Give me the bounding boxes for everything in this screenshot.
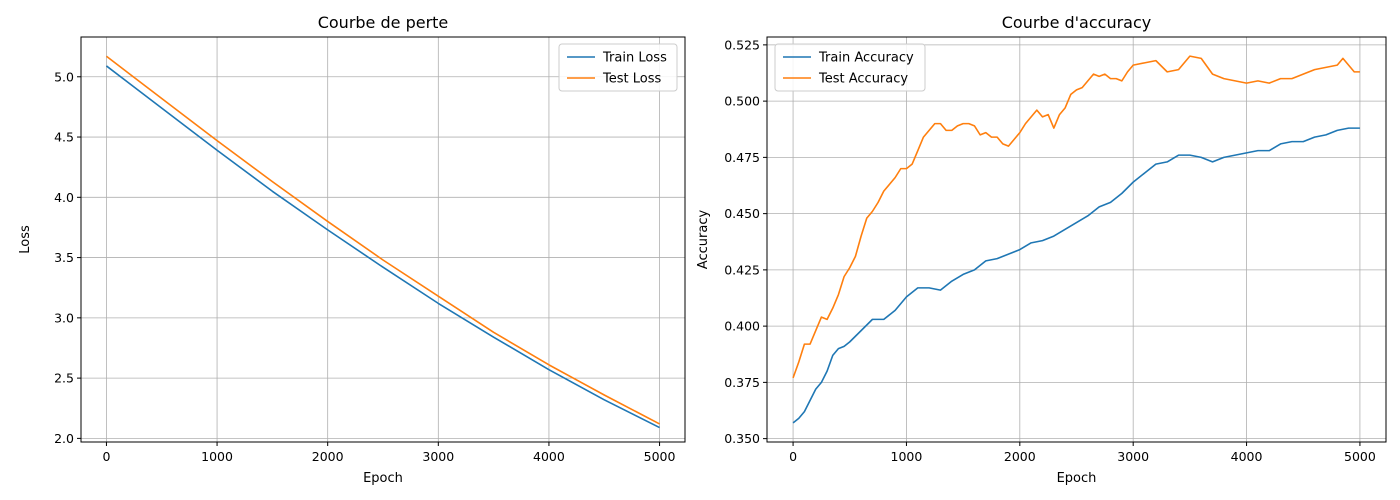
y-tick-label: 0.350 bbox=[724, 431, 760, 446]
chart-title: Courbe de perte bbox=[318, 13, 449, 32]
y-tick-label: 3.0 bbox=[54, 310, 74, 325]
series-line-test-loss bbox=[105, 55, 660, 425]
x-tick-label: 2000 bbox=[312, 449, 344, 464]
series-line-test-accuracy bbox=[792, 55, 1360, 379]
accuracy-chart: 0 1000 2000 3000 4000 5000 0.350 0.375 0.400 0.42… bbox=[696, 13, 1387, 486]
axes-frame bbox=[80, 36, 686, 443]
loss-chart: 0 1000 2000 3000 4000 5000 2.0 2.5 3.0 3.5 4.0 4.5 5… bbox=[18, 13, 686, 486]
legend-label: Test Accuracy bbox=[818, 72, 908, 87]
axes-frame bbox=[766, 36, 1387, 443]
y-tick-label: 3.5 bbox=[54, 250, 74, 265]
legend-box bbox=[774, 43, 926, 92]
y-tick-label: 4.0 bbox=[54, 190, 74, 205]
legend-box bbox=[558, 43, 678, 92]
x-tick-label: 0 bbox=[789, 449, 797, 464]
x-tick-label: 3000 bbox=[422, 449, 454, 464]
y-tick-label: 0.425 bbox=[724, 262, 760, 277]
y-tick-label: 0.500 bbox=[724, 94, 760, 109]
series-line-train-loss bbox=[105, 65, 660, 429]
x-tick-label: 5000 bbox=[1344, 449, 1376, 464]
y-tick-label: 0.375 bbox=[724, 375, 760, 390]
chart-title: Courbe d'accuracy bbox=[1002, 13, 1152, 32]
y-tick-label: 2.5 bbox=[54, 371, 74, 386]
x-tick-label: 4000 bbox=[1231, 449, 1263, 464]
y-tick-label: 4.5 bbox=[54, 130, 74, 145]
y-tick-label: 0.475 bbox=[724, 150, 760, 165]
y-tick-label: 0.525 bbox=[724, 37, 760, 52]
y-tick-label: 0.450 bbox=[724, 206, 760, 221]
y-axis-label: Loss bbox=[18, 225, 33, 254]
y-axis-label: Accuracy bbox=[696, 210, 711, 270]
y-tick-label: 5.0 bbox=[54, 69, 74, 84]
x-tick-label: 2000 bbox=[1004, 449, 1036, 464]
legend-label: Train Accuracy bbox=[818, 51, 914, 66]
x-axis-label: Epoch bbox=[363, 471, 403, 486]
x-axis-label: Epoch bbox=[1057, 471, 1097, 486]
legend-label: Test Loss bbox=[602, 72, 661, 87]
x-tick-label: 3000 bbox=[1117, 449, 1149, 464]
x-tick-label: 5000 bbox=[644, 449, 676, 464]
x-tick-label: 0 bbox=[102, 449, 110, 464]
y-tick-label: 2.0 bbox=[54, 431, 74, 446]
x-tick-label: 1000 bbox=[891, 449, 923, 464]
legend: Train Loss Test Loss bbox=[558, 43, 678, 92]
legend: Train Accuracy Test Accuracy bbox=[774, 43, 926, 92]
legend-label: Train Loss bbox=[602, 51, 667, 66]
x-tick-label: 1000 bbox=[201, 449, 233, 464]
x-tick-label: 4000 bbox=[533, 449, 565, 464]
y-tick-label: 0.400 bbox=[724, 319, 760, 334]
series-line-train-accuracy bbox=[792, 127, 1360, 424]
